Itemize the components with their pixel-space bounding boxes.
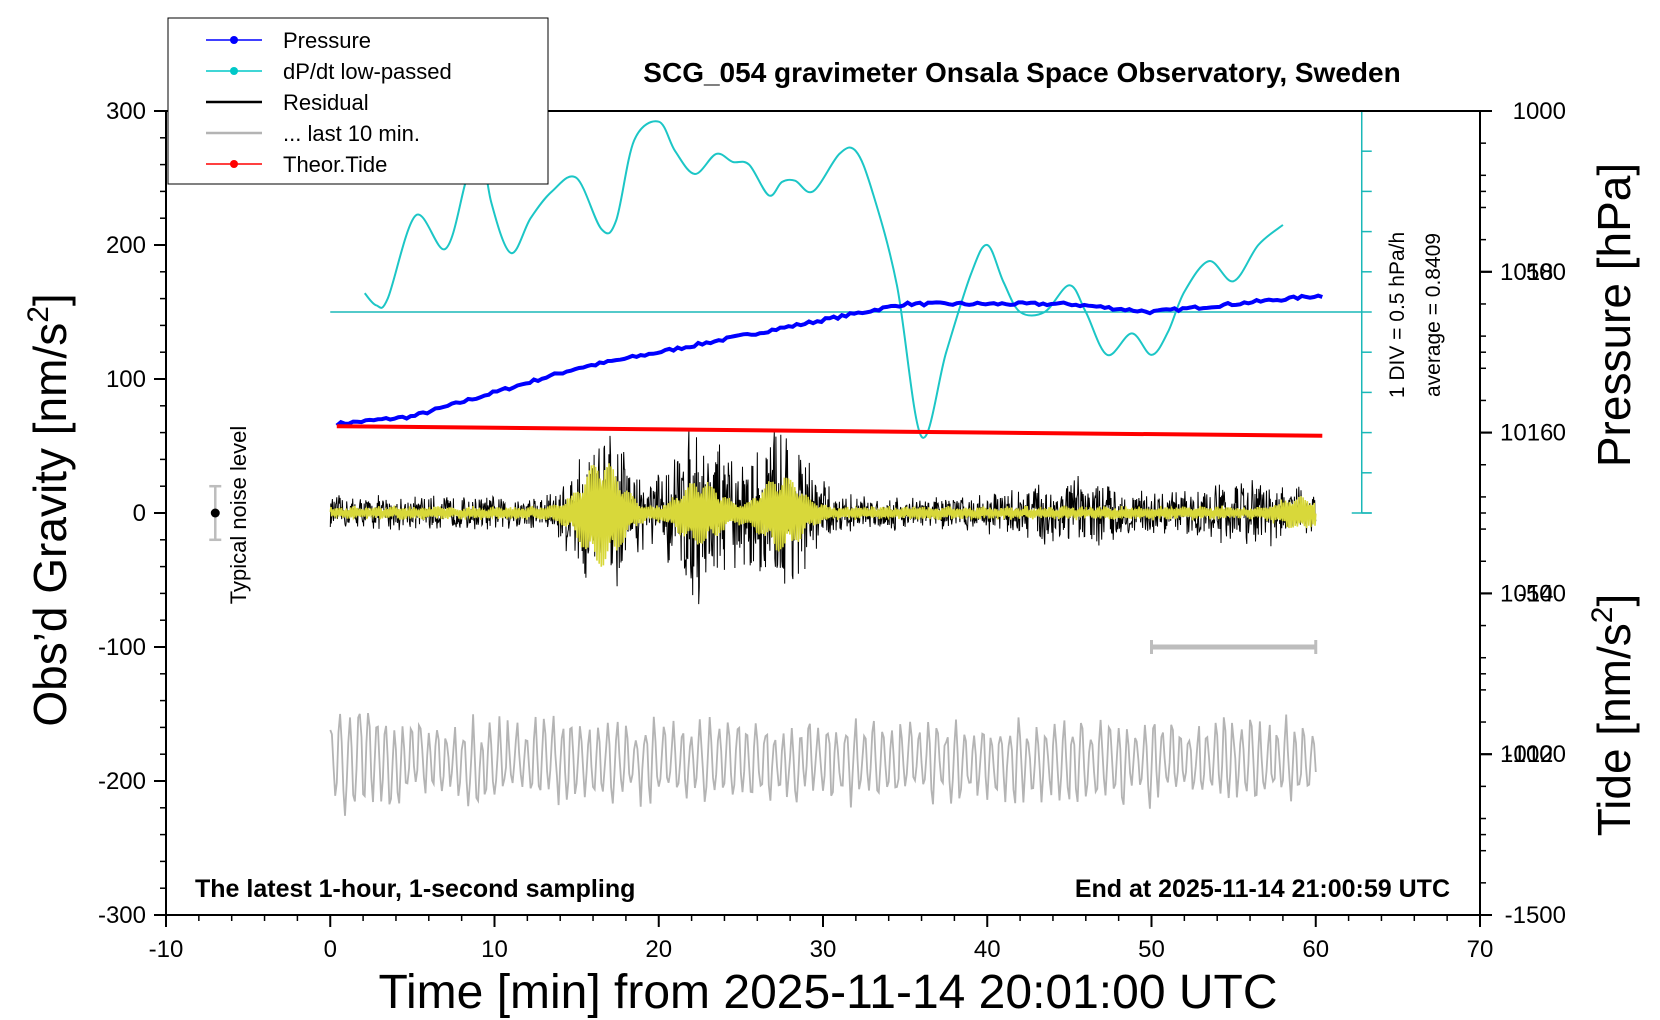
axes: -10 0 10 20 30 40 50 60 703002001000-100-200-300…: [98, 98, 1566, 963]
tide-tick-label: 1000: [1513, 98, 1566, 125]
x-tick-label: 50: [1138, 936, 1165, 963]
y-tick-label: 0: [133, 500, 146, 527]
dpdt-line: [363, 120, 1284, 439]
legend-label: Theor.Tide: [283, 152, 387, 177]
x-tick-label: 60: [1302, 936, 1329, 963]
pressure-tick-label: 1014: [1500, 580, 1553, 607]
legend-label: Pressure: [283, 28, 371, 53]
tide-tick-label: -1500: [1505, 902, 1566, 929]
pressure-line: [335, 293, 1323, 428]
residual-lowpass-line: [329, 463, 1317, 567]
y-tick-label: 100: [106, 366, 146, 393]
chart-title: SCG_054 gravimeter Onsala Space Observat…: [643, 57, 1400, 88]
last10-line: [329, 712, 1317, 816]
legend-marker: [230, 36, 238, 44]
y-tick-label: -300: [98, 902, 146, 929]
legend-label: ... last 10 min.: [283, 121, 420, 146]
x-tick-label: 20: [645, 936, 672, 963]
legend-marker: [230, 67, 238, 75]
y-tick-label: 300: [106, 98, 146, 125]
tide-tick-label: -500: [1518, 580, 1566, 607]
y-tick-label: -100: [98, 634, 146, 661]
tide-line: [336, 424, 1323, 438]
legend-label: dP/dt low-passed: [283, 59, 452, 84]
x-tick-label: 10: [481, 936, 508, 963]
legend-label: Residual: [283, 90, 369, 115]
annotation-end-time: End at 2025-11-14 21:00:59 UTC: [1075, 875, 1450, 903]
x-axis-label: Time [min] from 2025-11-14 20:01:00 UTC: [378, 966, 1277, 1019]
legend: Pressure dP/dt low-passed Residual ... last…: [167, 17, 549, 185]
y-axis-label-left: Obs’d Gravity [nm/s2]: [22, 293, 76, 726]
tide-tick-label: 0: [1553, 420, 1566, 447]
legend-marker: [230, 160, 238, 168]
x-tick-label: -10: [149, 936, 184, 963]
x-tick-label: 40: [974, 936, 1001, 963]
y-tick-label: 200: [106, 232, 146, 259]
x-tick-label: 0: [324, 936, 337, 963]
x-tick-label: 70: [1467, 936, 1494, 963]
tide-tick-label: 500: [1526, 259, 1566, 286]
y-tick-label: -200: [98, 768, 146, 795]
dpdt-average-label: average = 0.8409: [1422, 233, 1445, 397]
annotation-latest-hour: The latest 1-hour, 1-second sampling: [195, 875, 635, 903]
noise-level-label: Typical noise level: [226, 426, 251, 605]
dpdt-scale-label: 1 DIV = 0.5 hPa/h: [1386, 232, 1409, 398]
residual-line: [329, 429, 1317, 605]
y-axis-label-tide: Tide [nm/s2]: [1586, 594, 1640, 837]
tide-tick-label: -1000: [1505, 741, 1566, 768]
pressure-tick-label: 1016: [1500, 420, 1553, 447]
y-axis-label-pressure: Pressure [hPa]: [1588, 163, 1640, 467]
x-tick-label: 30: [810, 936, 837, 963]
pressure-tick-label: 1018: [1500, 259, 1553, 286]
pressure-tick-label: 1012: [1500, 741, 1553, 768]
noise-level-dot: [210, 508, 220, 518]
plot-traces: [209, 111, 1372, 816]
